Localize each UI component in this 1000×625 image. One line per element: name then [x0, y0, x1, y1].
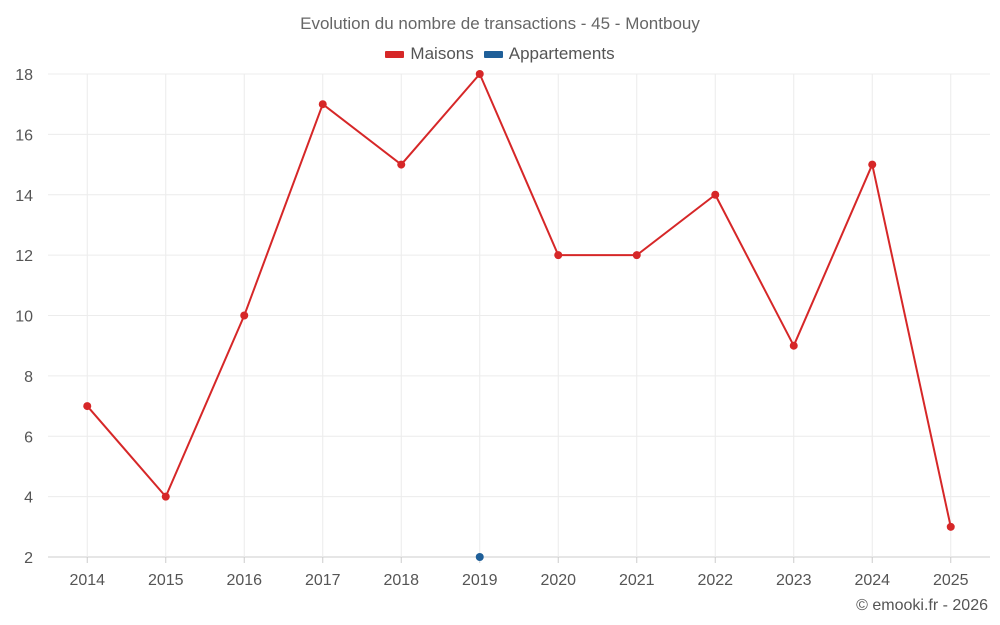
- y-tick-label: 2: [24, 550, 33, 567]
- data-point-maisons: [161, 492, 170, 501]
- series-line-maisons: [86, 73, 952, 528]
- x-tick-label: 2014: [69, 572, 105, 589]
- data-point-appartements: [475, 553, 484, 561]
- x-tick-label: 2023: [776, 572, 812, 589]
- data-point-maisons: [868, 160, 877, 169]
- legend-item-maisons[interactable]: Maisons: [385, 44, 474, 64]
- y-tick-label: 6: [24, 429, 33, 446]
- x-tick-label: 2021: [619, 572, 655, 589]
- data-point-maisons: [83, 402, 92, 411]
- legend-swatch-appartements: [483, 50, 503, 58]
- y-tick-label: 18: [15, 67, 33, 84]
- data-point-maisons: [475, 70, 484, 78]
- y-tick-label: 10: [15, 309, 33, 326]
- legend-item-appartements[interactable]: Appartements: [483, 44, 615, 64]
- x-tick-label: 2020: [540, 572, 576, 589]
- data-point-maisons: [240, 311, 249, 320]
- data-point-maisons: [946, 522, 955, 531]
- y-tick-label: 4: [24, 490, 33, 507]
- chart-title: Evolution du nombre de transactions - 45…: [300, 14, 700, 33]
- credits: © emooki.fr - 2026: [856, 597, 988, 614]
- x-tick-label: 2016: [226, 572, 262, 589]
- x-tick-label: 2025: [933, 572, 969, 589]
- x-tick-label: 2018: [383, 572, 419, 589]
- legend: Maisons Appartements: [0, 44, 1000, 64]
- data-point-maisons: [789, 341, 798, 350]
- legend-swatch-maisons: [385, 50, 405, 58]
- data-point-maisons: [318, 100, 327, 109]
- x-tick-label: 2015: [148, 572, 184, 589]
- x-tick-label: 2019: [462, 572, 498, 589]
- legend-label-maisons: Maisons: [410, 44, 474, 63]
- data-point-maisons: [711, 190, 720, 199]
- x-tick-label: 2024: [854, 572, 890, 589]
- x-tick-label: 2022: [697, 572, 733, 589]
- data-point-maisons: [554, 251, 563, 260]
- data-point-maisons: [632, 251, 641, 260]
- y-tick-label: 16: [15, 127, 33, 144]
- y-tick-label: 14: [15, 188, 33, 205]
- x-tick-label: 2017: [305, 572, 341, 589]
- data-point-maisons: [397, 160, 406, 169]
- y-tick-label: 8: [24, 369, 33, 386]
- legend-label-appartements: Appartements: [508, 44, 615, 63]
- y-tick-label: 12: [15, 248, 33, 265]
